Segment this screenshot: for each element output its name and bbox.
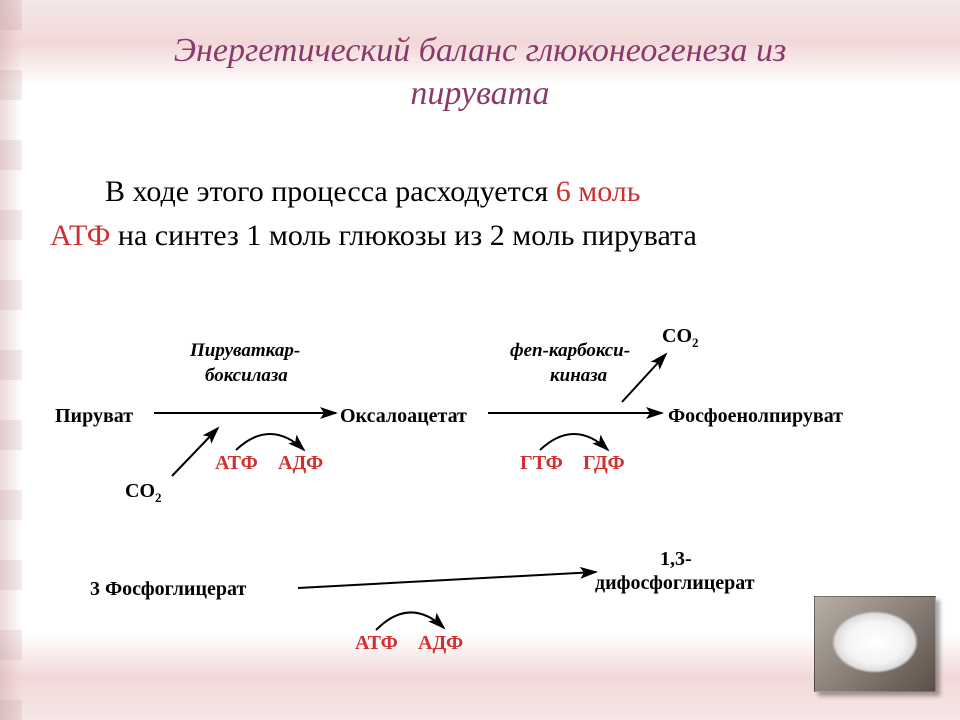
arrow-2 [172,428,218,476]
node-bpg_l1: 1,3- [660,548,692,571]
arrow-4 [236,434,304,450]
node-enzyme1_l2: боксилаза [205,365,288,387]
node-co2_out: CO2 [662,325,699,351]
node-pep: Фосфоенолпируват [668,405,843,428]
diagram-arrows [40,310,920,700]
body-suffix: на синтез 1 моль глюкозы из 2 моль пирув… [110,219,696,252]
sugar-image-placeholder [814,596,936,692]
node-enzyme2_l1: феп-карбокси- [510,340,630,362]
title-line-1: Энергетический баланс глюконеогенеза из [60,30,900,73]
arrow-6 [298,572,596,588]
node-enzyme2_l2: киназа [550,365,607,387]
body-prefix: В ходе этого процесса расходуется [105,175,556,208]
left-decor-stripes [0,0,22,720]
node-enzyme1_l1: Пируваткар- [190,340,300,362]
node-adp2: АДФ [418,632,463,655]
arrow-7 [376,612,444,630]
node-atp2: АТФ [355,632,398,655]
arrow-5 [540,434,608,450]
body-accent-qty: 6 моль [556,175,641,208]
node-pyruvate: Пируват [55,405,133,428]
node-atp1: АТФ [215,452,258,475]
node-gdp: ГДФ [583,452,625,475]
slide: Энергетический баланс глюконеогенеза из … [0,0,960,720]
node-adp1: АДФ [278,452,323,475]
node-gtp: ГТФ [520,452,563,475]
body-accent-substance: АТФ [50,219,110,252]
node-co2_in: CO2 [125,480,162,506]
node-bpg_l2: дифосфоглицерат [595,572,755,595]
reaction-diagram: Пируват Оксалоацетат Фосфоенолпируват CO2 CO… [40,310,920,700]
body-paragraph: В ходе этого процесса расходуется 6 моль… [50,170,910,257]
slide-title: Энергетический баланс глюконеогенеза из … [60,30,900,115]
node-oxaloacetate: Оксалоацетат [340,405,467,428]
node-phosphoglycerate: 3 Фосфоглицерат [90,578,246,601]
title-line-2: пирувата [60,73,900,116]
